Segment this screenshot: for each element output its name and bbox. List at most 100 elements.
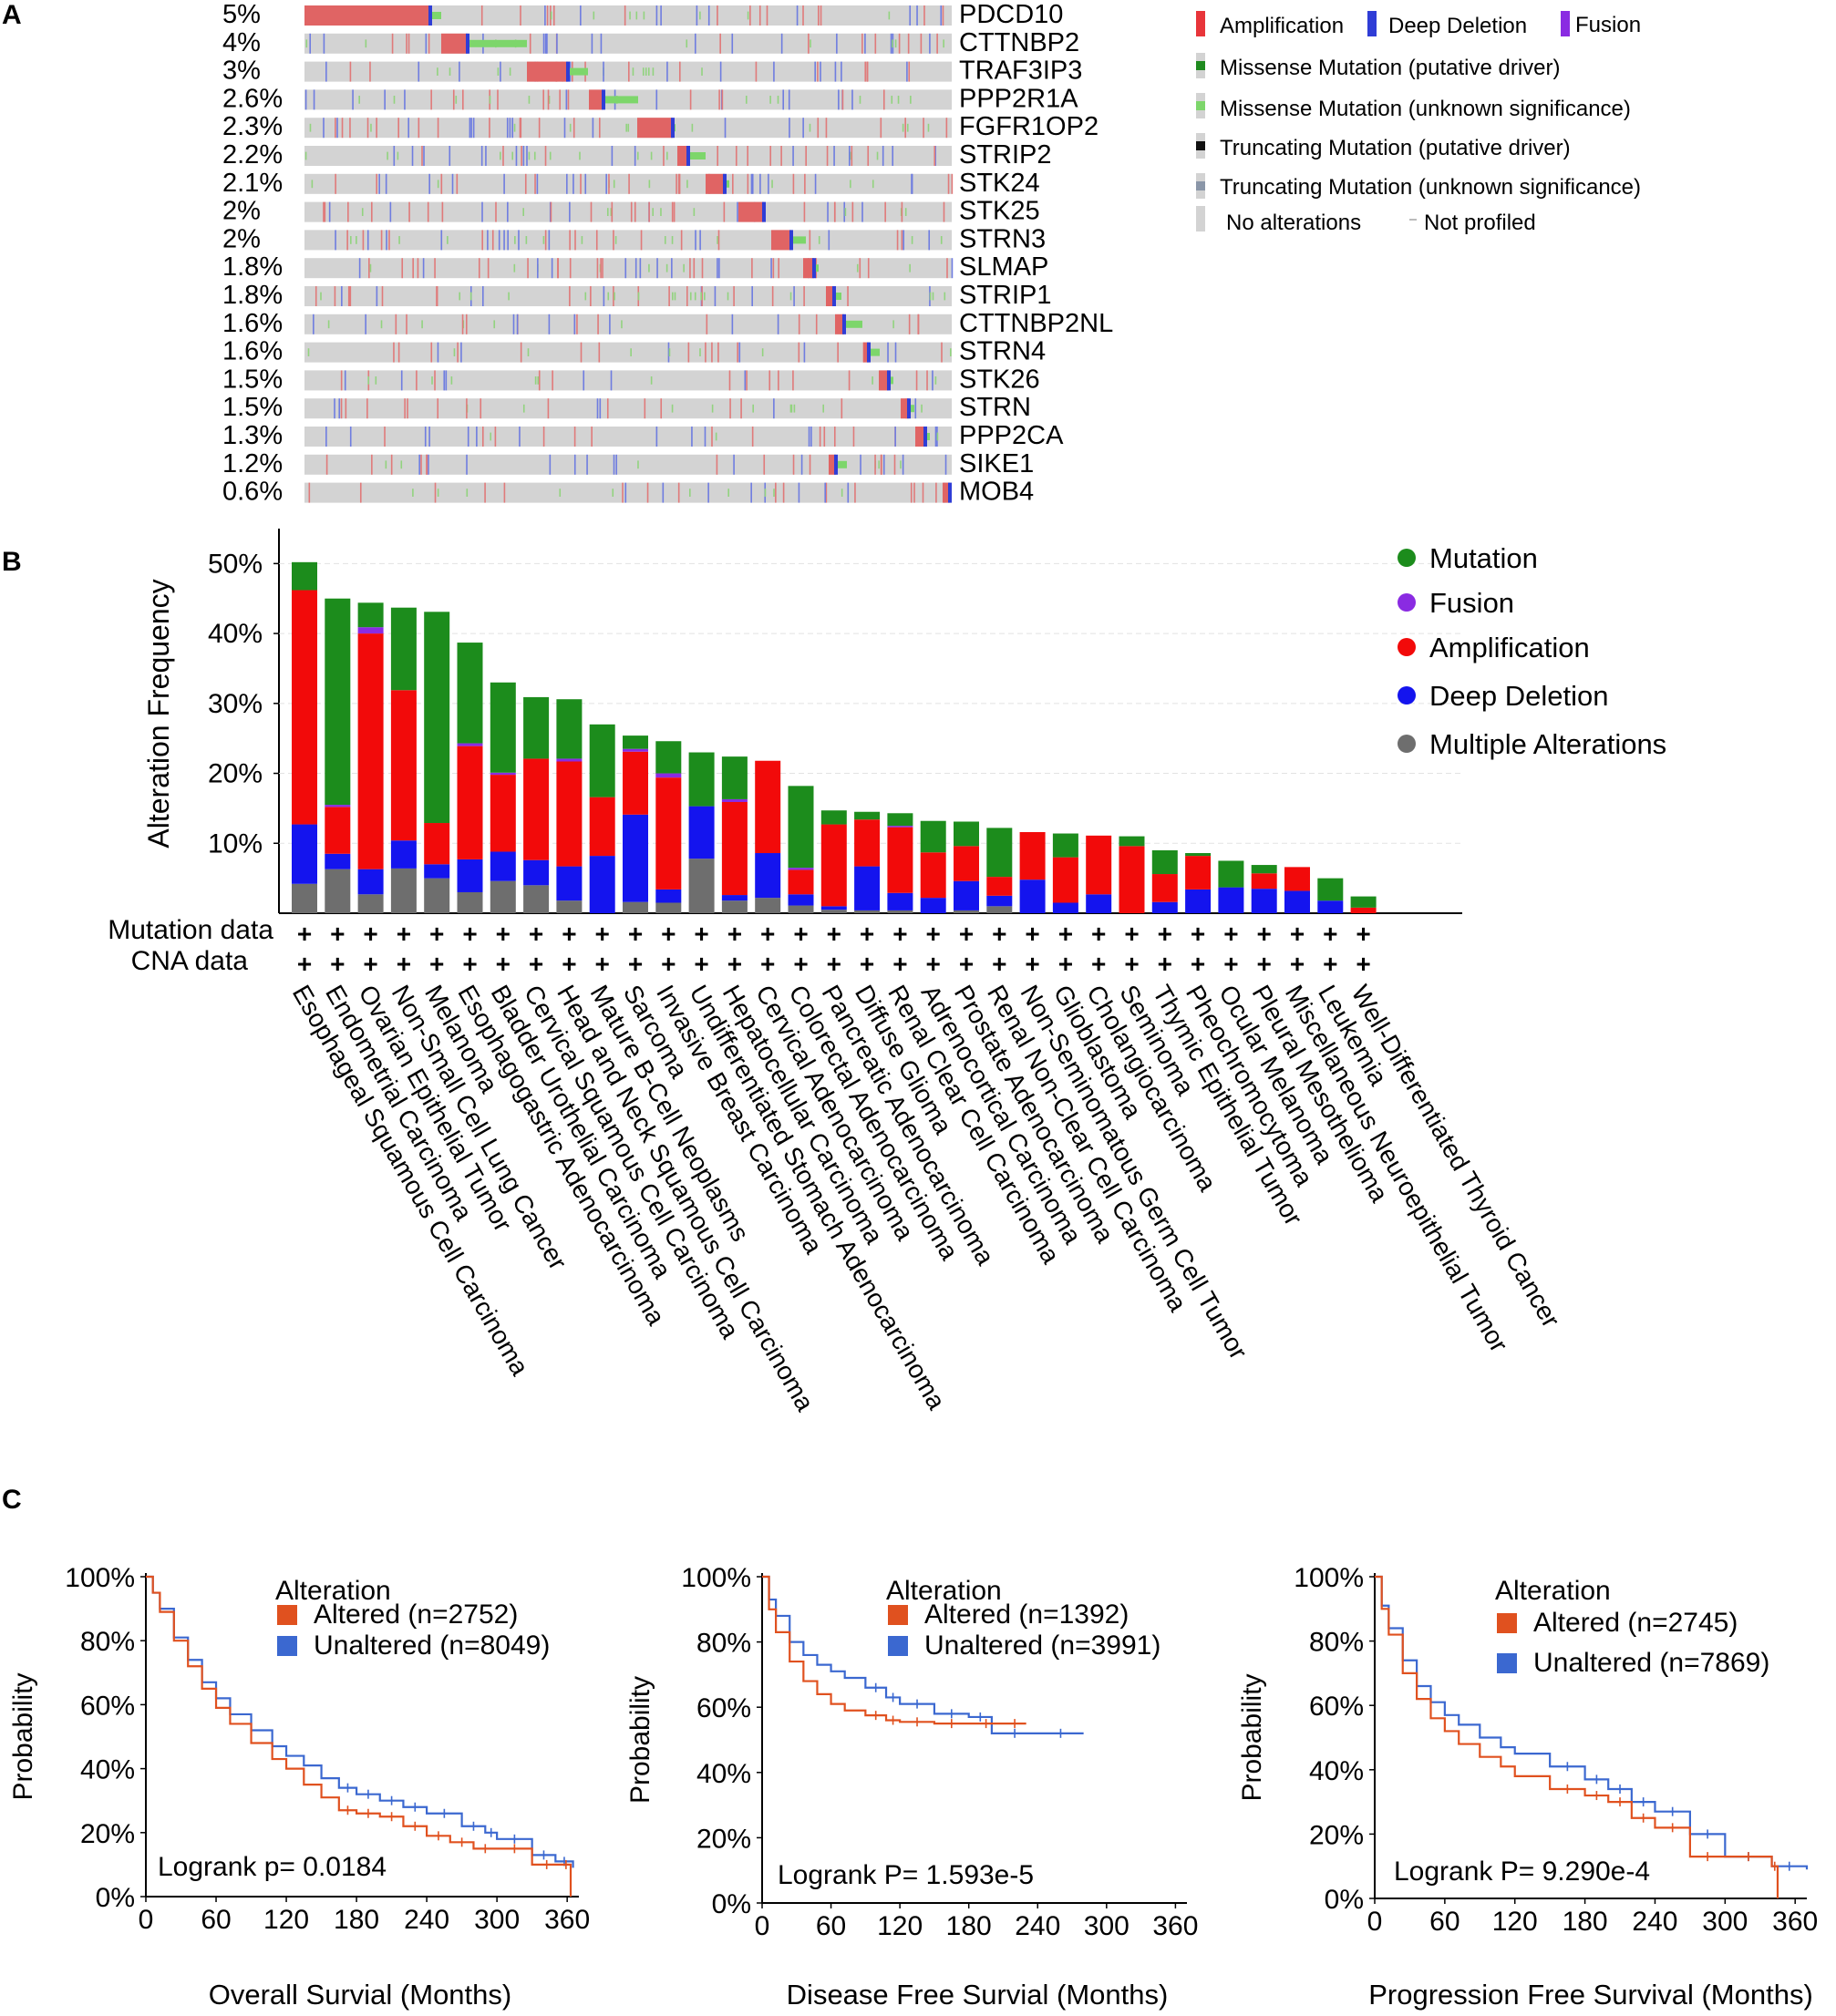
gene-name: MOB4: [959, 478, 1034, 507]
alteration-tick: [766, 5, 768, 26]
mutation-data-marker: +: [297, 920, 312, 948]
alteration-tick: [677, 173, 680, 194]
alteration-tick: [680, 230, 683, 251]
alteration-tick: [719, 61, 722, 82]
alteration-tick: [894, 427, 896, 447]
bar-segment: [721, 900, 748, 913]
alteration-tick: [944, 292, 946, 301]
mutation-block: [836, 460, 847, 468]
alteration-tick: [792, 146, 794, 166]
alteration-tick: [884, 201, 886, 222]
alteration-tick: [686, 39, 688, 48]
alteration-tick: [892, 39, 893, 48]
alteration-tick: [497, 89, 499, 110]
alteration-tick: [942, 5, 944, 26]
alteration-tick: [934, 376, 937, 385]
bar-segment: [854, 819, 881, 867]
alteration-tick: [837, 342, 839, 363]
alteration-tick: [940, 5, 943, 26]
alteration-tick: [549, 454, 552, 475]
alteration-tick: [470, 118, 472, 139]
bar-segment: [887, 892, 913, 910]
alteration-tick: [854, 482, 856, 503]
gene-name: CTTNBP2: [959, 28, 1079, 57]
alteration-tick: [933, 146, 936, 166]
alteration-tick: [771, 286, 774, 306]
alteration-tick: [901, 230, 903, 251]
alteration-tick: [717, 146, 718, 166]
x-tick-label: 240: [1015, 1911, 1060, 1941]
x-tick-label: 300: [1702, 1907, 1748, 1937]
legend-swatch-unaltered: [888, 1636, 908, 1656]
bar-segment: [424, 864, 450, 879]
alteration-tick: [320, 292, 322, 301]
alteration-tick: [465, 314, 468, 334]
amplification-block: [706, 173, 725, 194]
alteration-tick: [385, 460, 387, 469]
legend-swatch-unaltered: [277, 1636, 297, 1656]
alteration-tick: [851, 89, 853, 110]
alteration-tick: [777, 96, 779, 104]
y-tick-label: 80%: [80, 1627, 135, 1657]
alteration-tick: [940, 236, 943, 244]
y-axis-title: Probability: [8, 1672, 38, 1800]
alteration-tick: [798, 314, 800, 334]
alteration-tick: [655, 427, 658, 447]
alteration-tick: [630, 348, 632, 356]
alteration-tick: [583, 370, 585, 391]
deletion-mark: [428, 5, 432, 26]
gene-pct: 1.6%: [222, 309, 283, 338]
alteration-tick: [841, 489, 843, 497]
cna-data-marker: +: [397, 950, 411, 978]
alteration-tick: [309, 33, 312, 54]
bar-segment: [325, 853, 351, 869]
alteration-tick: [737, 201, 738, 222]
alteration-tick: [519, 427, 521, 447]
cna-data-marker: +: [1091, 950, 1106, 978]
bar-segment: [1317, 900, 1344, 913]
alteration-tick: [818, 236, 820, 244]
cna-data-marker: +: [694, 950, 708, 978]
alteration-tick: [636, 151, 639, 160]
alteration-tick: [546, 33, 548, 54]
x-tick-label: 360: [1152, 1911, 1198, 1941]
mutation-block: [834, 293, 841, 300]
alteration-tick: [902, 454, 904, 475]
legend-label: Missense Mutation (putative driver): [1220, 56, 1560, 80]
deletion-mark: [762, 201, 766, 222]
alteration-tick: [573, 454, 576, 475]
alteration-tick: [573, 314, 576, 334]
alteration-tick: [480, 146, 483, 166]
alteration-tick: [559, 489, 562, 497]
alteration-tick: [461, 314, 464, 334]
alteration-tick: [944, 454, 947, 475]
bar-segment: [357, 633, 384, 869]
alteration-tick: [462, 89, 464, 110]
legend-dot: [1398, 549, 1416, 567]
alteration-tick: [800, 454, 803, 475]
bar-segment: [357, 869, 384, 895]
legend-swatch-unaltered: [1497, 1653, 1517, 1673]
alteration-tick: [622, 482, 624, 503]
bar-segment: [1052, 902, 1078, 913]
alteration-tick: [526, 146, 528, 166]
alteration-tick: [440, 230, 443, 251]
alteration-tick: [704, 292, 706, 301]
mutation-data-marker: +: [1191, 920, 1205, 948]
bar-segment: [523, 859, 550, 886]
bar-segment: [655, 889, 682, 903]
alteration-tick: [721, 89, 724, 110]
y-tick-label: 40%: [208, 619, 263, 649]
alteration-tick: [525, 236, 528, 244]
mutation-data-marker: +: [793, 920, 808, 948]
bar-segment: [887, 826, 913, 828]
alteration-tick: [391, 33, 394, 54]
legend-swatch: [1196, 61, 1205, 70]
alteration-tick: [334, 286, 336, 306]
alteration-tick: [610, 208, 613, 216]
alteration-tick: [511, 118, 514, 139]
alteration-tick: [548, 314, 551, 334]
alteration-tick: [426, 454, 428, 475]
alteration-tick: [689, 258, 691, 279]
alteration-tick: [514, 236, 516, 244]
